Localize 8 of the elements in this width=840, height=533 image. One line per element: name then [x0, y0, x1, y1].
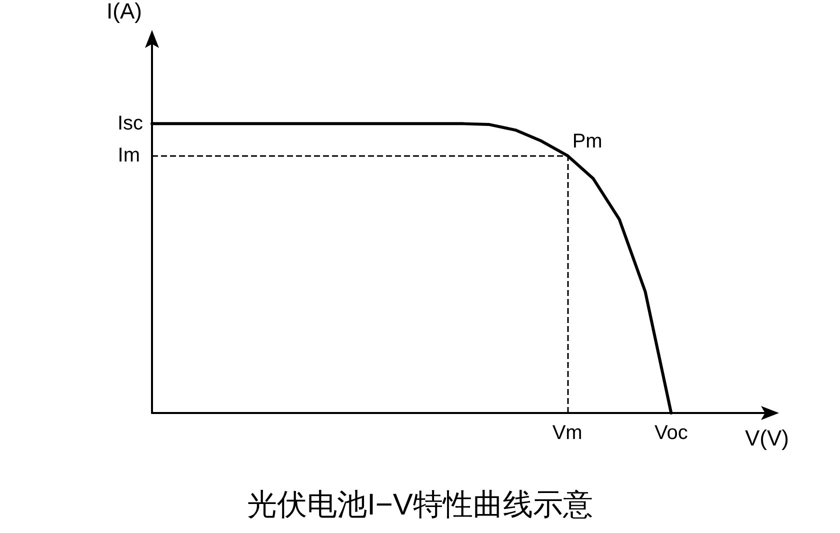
- x-tick-label: Voc: [654, 422, 688, 444]
- annotation: Pm: [572, 130, 602, 153]
- ref-line-label: Im: [118, 144, 140, 167]
- y-axis-title: I(A): [106, 0, 142, 24]
- x-axis-title: V(V): [745, 426, 789, 450]
- x-tick-label: Vm: [552, 422, 582, 444]
- text: Isc: [117, 112, 143, 135]
- text: 光伏电池I−V特性曲线示意: [247, 488, 593, 522]
